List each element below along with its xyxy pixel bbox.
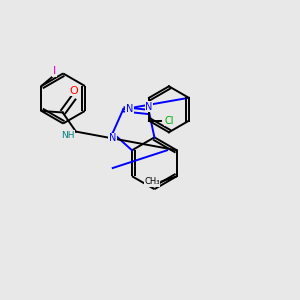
Text: N: N bbox=[126, 104, 134, 114]
Text: O: O bbox=[70, 86, 78, 96]
Text: Cl: Cl bbox=[164, 116, 174, 126]
Text: N: N bbox=[109, 133, 116, 143]
Text: N: N bbox=[145, 102, 153, 112]
Text: NH: NH bbox=[61, 130, 74, 140]
Text: CH₃: CH₃ bbox=[144, 177, 160, 186]
Text: I: I bbox=[52, 66, 56, 76]
